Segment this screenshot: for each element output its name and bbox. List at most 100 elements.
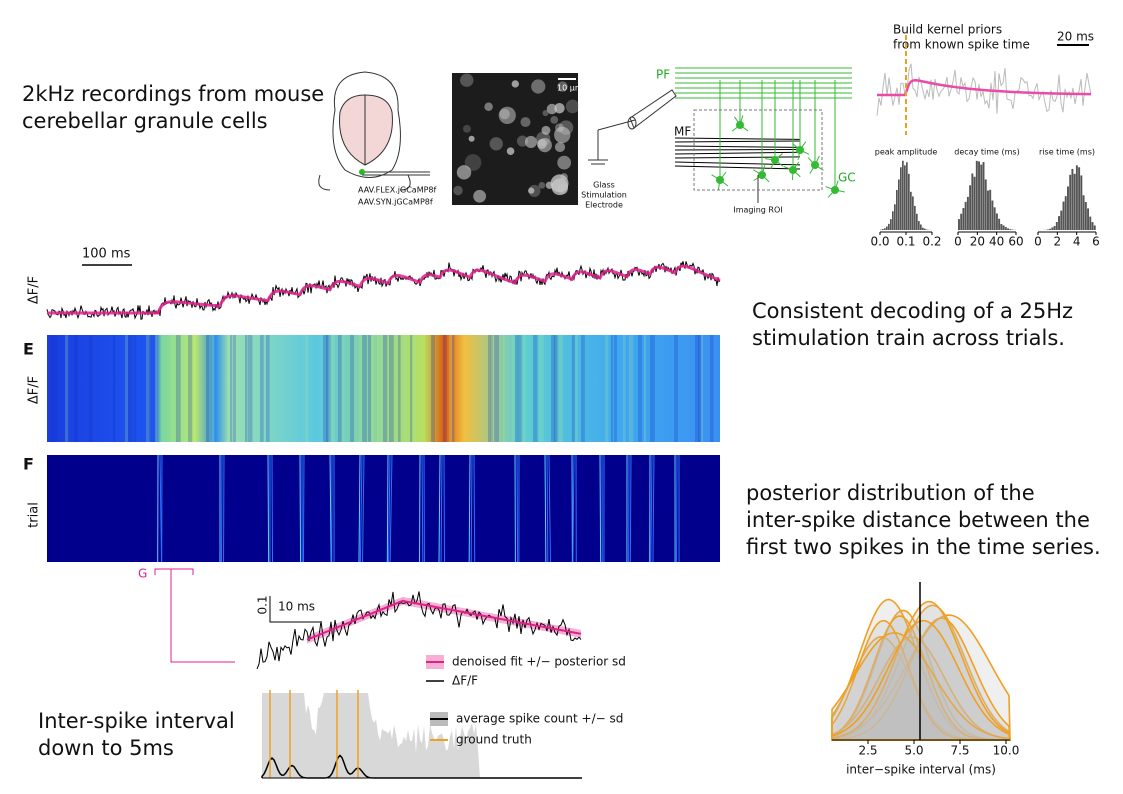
tick-label: 10.0 — [993, 744, 1020, 758]
dendrite — [814, 155, 820, 166]
hist-bar — [1000, 224, 1003, 230]
stripe — [245, 335, 248, 442]
stripe — [560, 335, 563, 442]
cell — [498, 106, 516, 125]
cell — [550, 174, 569, 193]
cell — [537, 138, 552, 153]
hist-bar — [1051, 227, 1054, 230]
stripe — [371, 335, 374, 442]
tick-label: 2.5 — [858, 744, 877, 758]
stripe — [170, 335, 175, 442]
stripe — [233, 335, 236, 442]
posterior-curve — [831, 600, 1011, 741]
dendrite — [792, 169, 801, 178]
cell — [541, 125, 551, 135]
stripe — [323, 335, 328, 442]
tick-label: 0 — [1034, 235, 1042, 249]
spike-line — [359, 454, 363, 563]
hist-bar — [969, 185, 972, 230]
caption: down to 5ms — [38, 736, 174, 760]
pf-label: PF — [656, 68, 670, 82]
kernel-title: Build kernel priors — [893, 23, 1002, 37]
cell — [489, 137, 503, 151]
zoom-connector — [154, 568, 235, 663]
dendrite — [834, 180, 839, 191]
hist-bar — [1080, 175, 1083, 230]
spike-line — [629, 454, 632, 563]
kernel-plot — [876, 63, 1092, 116]
mossy-fiber — [674, 140, 801, 143]
stripe — [341, 335, 345, 442]
hist-bar — [958, 219, 960, 230]
stripe — [575, 335, 578, 442]
spike-line — [299, 454, 302, 563]
cell — [468, 135, 475, 142]
cell — [524, 135, 537, 148]
posterior-curve — [831, 636, 1012, 741]
hist-bar — [1078, 167, 1081, 230]
hist-bar — [998, 218, 1001, 230]
caption: inter-spike distance between the — [746, 508, 1090, 532]
dendrite — [731, 124, 741, 132]
hist-bar — [894, 204, 896, 230]
posterior-curve — [831, 632, 1012, 741]
stripe — [182, 335, 187, 442]
spike-line — [516, 454, 519, 563]
hist-bar — [1073, 173, 1076, 230]
dendrite — [719, 171, 727, 181]
stripe — [368, 335, 372, 442]
stripe — [449, 335, 453, 442]
fit-trace — [47, 264, 721, 315]
mossy-fiber — [674, 156, 801, 159]
stripe — [650, 335, 655, 442]
y-label: trial — [27, 502, 42, 528]
stripe — [695, 335, 700, 442]
hist-bar — [1009, 229, 1012, 230]
brain-sketch — [318, 71, 430, 191]
raster-spikes — [157, 454, 680, 563]
stripe — [551, 335, 556, 442]
cell — [558, 120, 574, 135]
x-label: inter−spike interval (ms) — [846, 763, 996, 777]
spike-line — [329, 454, 332, 563]
hist-bar — [975, 160, 978, 230]
tick-label: 0.1 — [896, 235, 915, 249]
hist-bar — [900, 167, 902, 230]
stripe — [377, 335, 380, 442]
dendrite — [807, 157, 816, 166]
caption: first two spikes in the time series. — [746, 535, 1101, 559]
hist-bar — [991, 200, 994, 230]
spike-line — [544, 454, 547, 563]
stripe — [710, 335, 714, 442]
stripe — [443, 335, 447, 442]
stripe — [398, 335, 401, 442]
hist-bar — [916, 213, 918, 230]
title: cerebellar granule cells — [22, 109, 268, 133]
hist-bar — [1058, 216, 1061, 230]
mossy-fiber — [674, 165, 801, 170]
dendrite — [765, 158, 776, 161]
dendrite — [792, 143, 801, 151]
hist-bar — [1069, 174, 1072, 230]
scale-bar — [269, 596, 320, 623]
stripe — [248, 335, 253, 442]
caption: stimulation train across trials. — [752, 326, 1065, 350]
dendrite — [717, 179, 721, 190]
hist-bar — [914, 205, 916, 230]
tick-label: 6 — [1092, 235, 1100, 249]
stripe — [404, 335, 407, 442]
kernel-fit — [877, 79, 1092, 97]
stripe — [614, 335, 617, 442]
hist-bar — [892, 211, 894, 230]
cell — [557, 155, 572, 170]
cell — [520, 117, 531, 128]
stripe — [389, 335, 394, 442]
mossy-fiber — [674, 137, 801, 140]
legend-label: ΔF/F — [452, 674, 478, 688]
cell — [538, 181, 546, 189]
kernel-title: from known spike time — [893, 38, 1030, 52]
hist-bar — [993, 207, 996, 230]
cell — [550, 115, 559, 124]
raw-trace — [256, 591, 582, 670]
